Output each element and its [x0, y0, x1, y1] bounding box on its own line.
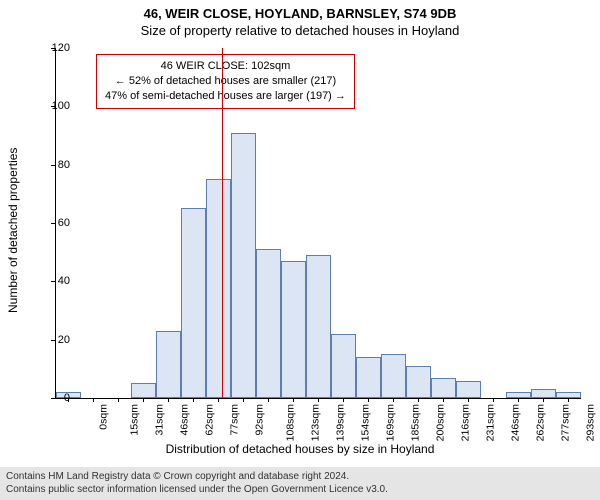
y-tick-label: 120 — [40, 42, 70, 54]
histogram-bar — [181, 208, 206, 398]
histogram-bar — [256, 249, 281, 398]
x-tick-mark — [218, 398, 219, 402]
plot-area: 46 WEIR CLOSE: 102sqm ← 52% of detached … — [55, 48, 581, 399]
x-tick-mark — [243, 398, 244, 402]
y-axis-label: Number of detached properties — [6, 148, 20, 313]
y-tick-mark — [51, 48, 55, 49]
annotation-line: 46 WEIR CLOSE: 102sqm — [105, 59, 346, 74]
x-tick-mark — [343, 398, 344, 402]
x-tick-label: 92sqm — [253, 404, 265, 436]
histogram-bar — [356, 357, 381, 398]
x-tick-mark — [493, 398, 494, 402]
x-tick-label: 216sqm — [459, 404, 471, 441]
x-tick-mark — [268, 398, 269, 402]
title-address: 46, WEIR CLOSE, HOYLAND, BARNSLEY, S74 9… — [0, 0, 600, 21]
x-tick-label: 262sqm — [534, 404, 546, 441]
x-tick-label: 154sqm — [359, 404, 371, 441]
x-tick-mark — [143, 398, 144, 402]
histogram-bar — [231, 133, 256, 398]
x-tick-label: 231sqm — [484, 404, 496, 441]
y-tick-label: 80 — [40, 159, 70, 171]
annotation-line: 47% of semi-detached houses are larger (… — [105, 89, 346, 104]
x-tick-label: 77sqm — [228, 404, 240, 436]
x-tick-label: 185sqm — [409, 404, 421, 441]
x-tick-mark — [568, 398, 569, 402]
histogram-bar — [306, 255, 331, 398]
x-tick-mark — [118, 398, 119, 402]
x-tick-mark — [68, 398, 69, 402]
y-tick-mark — [51, 340, 55, 341]
histogram-bar — [406, 366, 431, 398]
reference-line — [222, 48, 223, 398]
histogram-bar — [156, 331, 181, 398]
histogram-bar — [206, 179, 231, 398]
x-tick-mark — [468, 398, 469, 402]
y-tick-label: 0 — [40, 392, 70, 404]
x-tick-label: 15sqm — [128, 404, 140, 436]
title-subtitle: Size of property relative to detached ho… — [0, 21, 600, 38]
histogram-bar — [506, 392, 531, 398]
histogram-bar — [531, 389, 556, 398]
x-tick-mark — [543, 398, 544, 402]
x-tick-label: 200sqm — [434, 404, 446, 441]
x-tick-label: 169sqm — [384, 404, 396, 441]
histogram-bar — [456, 381, 481, 399]
footer: Contains HM Land Registry data © Crown c… — [0, 467, 600, 500]
y-tick-label: 40 — [40, 275, 70, 287]
y-tick-label: 60 — [40, 217, 70, 229]
x-tick-label: 139sqm — [334, 404, 346, 441]
annotation-box: 46 WEIR CLOSE: 102sqm ← 52% of detached … — [96, 54, 355, 109]
x-tick-mark — [418, 398, 419, 402]
x-tick-mark — [518, 398, 519, 402]
x-tick-label: 123sqm — [309, 404, 321, 441]
footer-line: Contains public sector information licen… — [6, 483, 594, 496]
x-tick-mark — [293, 398, 294, 402]
x-tick-mark — [168, 398, 169, 402]
y-tick-mark — [51, 281, 55, 282]
histogram-bar — [131, 383, 156, 398]
histogram-bar — [331, 334, 356, 398]
y-tick-mark — [51, 223, 55, 224]
x-tick-label: 246sqm — [509, 404, 521, 441]
footer-line: Contains HM Land Registry data © Crown c… — [6, 470, 594, 483]
y-tick-label: 20 — [40, 334, 70, 346]
x-tick-mark — [443, 398, 444, 402]
histogram-bar — [381, 354, 406, 398]
y-tick-mark — [51, 106, 55, 107]
y-tick-mark — [51, 165, 55, 166]
chart-container: 46, WEIR CLOSE, HOYLAND, BARNSLEY, S74 9… — [0, 0, 600, 500]
x-tick-mark — [93, 398, 94, 402]
histogram-bar — [556, 392, 581, 398]
x-tick-label: 293sqm — [584, 404, 596, 441]
x-tick-label: 62sqm — [203, 404, 215, 436]
x-tick-mark — [193, 398, 194, 402]
annotation-line: ← 52% of detached houses are smaller (21… — [105, 74, 346, 89]
x-tick-label: 31sqm — [153, 404, 165, 436]
x-tick-mark — [393, 398, 394, 402]
x-tick-label: 0sqm — [97, 404, 109, 430]
x-tick-label: 46sqm — [178, 404, 190, 436]
histogram-bar — [431, 378, 456, 398]
x-tick-mark — [318, 398, 319, 402]
x-axis-label: Distribution of detached houses by size … — [0, 442, 600, 456]
x-tick-mark — [368, 398, 369, 402]
histogram-bar — [281, 261, 306, 398]
y-tick-label: 100 — [40, 100, 70, 112]
x-tick-label: 108sqm — [284, 404, 296, 441]
y-tick-mark — [51, 398, 55, 399]
x-tick-label: 277sqm — [559, 404, 571, 441]
